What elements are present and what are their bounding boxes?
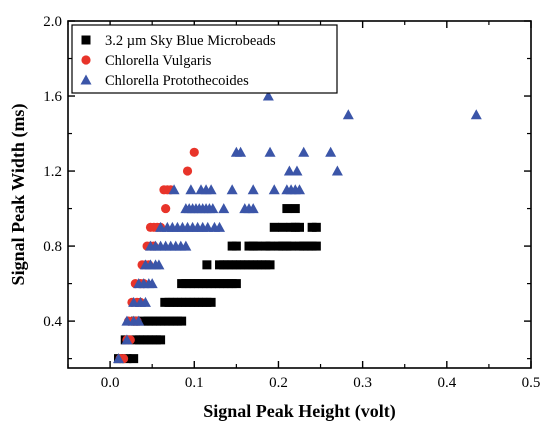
data-point-triangle xyxy=(121,334,133,345)
data-point-triangle xyxy=(180,240,192,251)
data-point-triangle xyxy=(294,184,305,195)
data-point-triangle xyxy=(168,184,180,195)
y-axis-title: Signal Peak Width (ms) xyxy=(8,104,29,286)
data-point-square xyxy=(282,204,292,214)
data-point-square xyxy=(202,260,212,270)
x-axis-title: Signal Peak Height (volt) xyxy=(203,401,396,422)
legend-label: 3.2 µm Sky Blue Microbeads xyxy=(105,33,276,49)
data-point-square xyxy=(231,279,241,289)
data-point-triangle xyxy=(331,165,343,176)
data-point-square xyxy=(265,260,275,270)
data-point-triangle xyxy=(268,184,280,195)
data-point-triangle xyxy=(139,296,151,307)
data-point-triangle xyxy=(342,109,354,120)
x-tick-label: 0.1 xyxy=(185,375,204,391)
legend-box xyxy=(71,24,338,94)
data-point-triangle xyxy=(470,109,482,120)
axis-tick-labels: 0.0 0.1 0.2 0.3 0.4 0.5 0.4 0.8 1.2 1.6 2.0 xyxy=(43,14,540,391)
y-tick-label: 0.4 xyxy=(43,314,62,330)
data-point-triangle xyxy=(283,165,295,176)
x-tick-label: 0.0 xyxy=(101,375,120,391)
data-point-circle xyxy=(189,147,199,157)
y-tick-label: 1.6 xyxy=(43,89,62,105)
data-point-square xyxy=(286,241,296,251)
data-point-triangle xyxy=(185,184,197,195)
data-point-square xyxy=(311,222,321,232)
data-point-triangle xyxy=(235,146,247,157)
data-point-square xyxy=(278,222,288,232)
series-circle xyxy=(115,147,199,364)
data-point-triangle xyxy=(214,221,226,232)
data-point-triangle xyxy=(247,184,259,195)
y-tick-label: 1.2 xyxy=(43,164,62,180)
data-point-triangle xyxy=(146,278,158,289)
data-point-triangle xyxy=(291,165,303,176)
data-point-square xyxy=(295,222,304,232)
data-point-square xyxy=(265,241,275,251)
series-square xyxy=(114,204,321,364)
data-point-square xyxy=(177,316,187,326)
data-point-square xyxy=(206,297,216,307)
data-point-square xyxy=(231,241,241,251)
y-tick-label: 2.0 xyxy=(43,14,62,30)
legend-marker-triangle xyxy=(80,74,92,85)
data-point-square xyxy=(269,222,279,232)
data-point-triangle xyxy=(262,90,274,101)
x-tick-label: 0.2 xyxy=(269,375,288,391)
legend-label: Chlorella Vulgaris xyxy=(105,53,212,69)
legend: 3.2 µm Sky Blue Microbeads Chlorella Vulg… xyxy=(71,24,338,94)
data-point-square xyxy=(252,241,262,251)
data-point-triangle xyxy=(205,184,217,195)
legend-label: Chlorella Protothecoides xyxy=(105,73,249,89)
data-point-triangle xyxy=(113,353,125,364)
legend-marker-square xyxy=(81,35,91,45)
data-point-circle xyxy=(182,166,193,176)
data-point-triangle xyxy=(207,203,219,214)
legend-marker-circle xyxy=(81,55,91,65)
data-point-triangle xyxy=(153,259,165,270)
data-point-square xyxy=(290,204,300,214)
data-point-triangle xyxy=(133,315,145,326)
data-point-square xyxy=(129,354,139,364)
data-point-square xyxy=(311,241,321,251)
y-tick-label: 0.8 xyxy=(43,239,62,255)
data-point-square xyxy=(156,335,166,345)
x-tick-label: 0.5 xyxy=(522,375,541,391)
data-point-triangle xyxy=(298,146,310,157)
series-triangle xyxy=(113,90,482,364)
data-point-triangle xyxy=(325,146,337,157)
data-point-triangle xyxy=(218,203,230,214)
data-point-circle xyxy=(161,203,171,214)
x-tick-label: 0.3 xyxy=(353,375,372,391)
data-point-triangle xyxy=(247,203,259,214)
plot-frame xyxy=(67,20,532,369)
data-point-triangle xyxy=(264,146,276,157)
data-points xyxy=(113,90,482,364)
x-tick-label: 0.4 xyxy=(437,375,456,391)
data-point-triangle xyxy=(226,184,238,195)
